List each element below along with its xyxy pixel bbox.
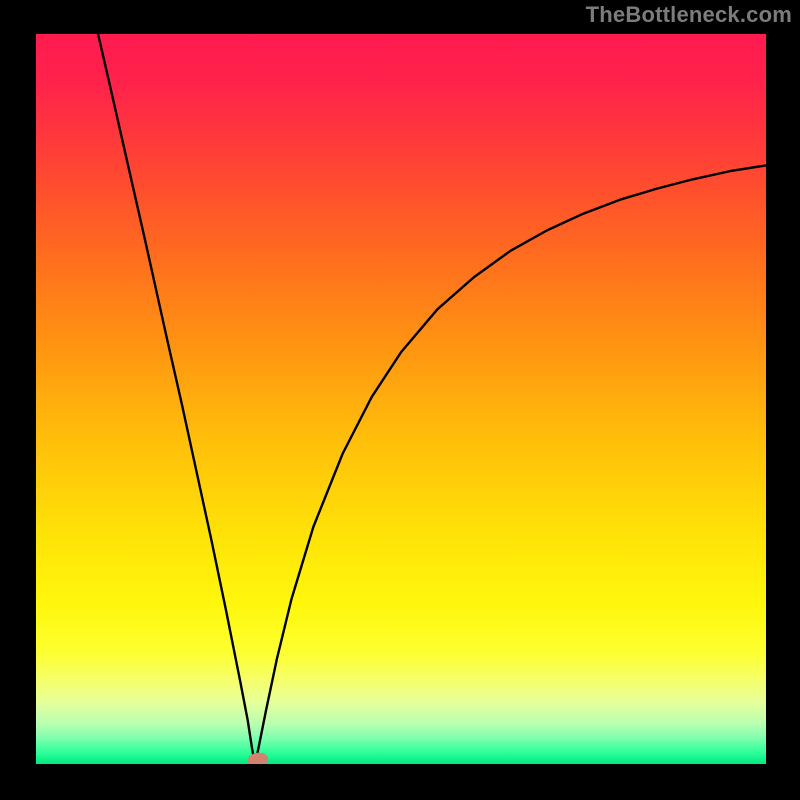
plot-area xyxy=(36,34,766,764)
watermark-text: TheBottleneck.com xyxy=(586,2,792,28)
chart-container: TheBottleneck.com xyxy=(0,0,800,800)
gradient-background xyxy=(36,34,766,764)
plot-svg xyxy=(36,34,766,764)
